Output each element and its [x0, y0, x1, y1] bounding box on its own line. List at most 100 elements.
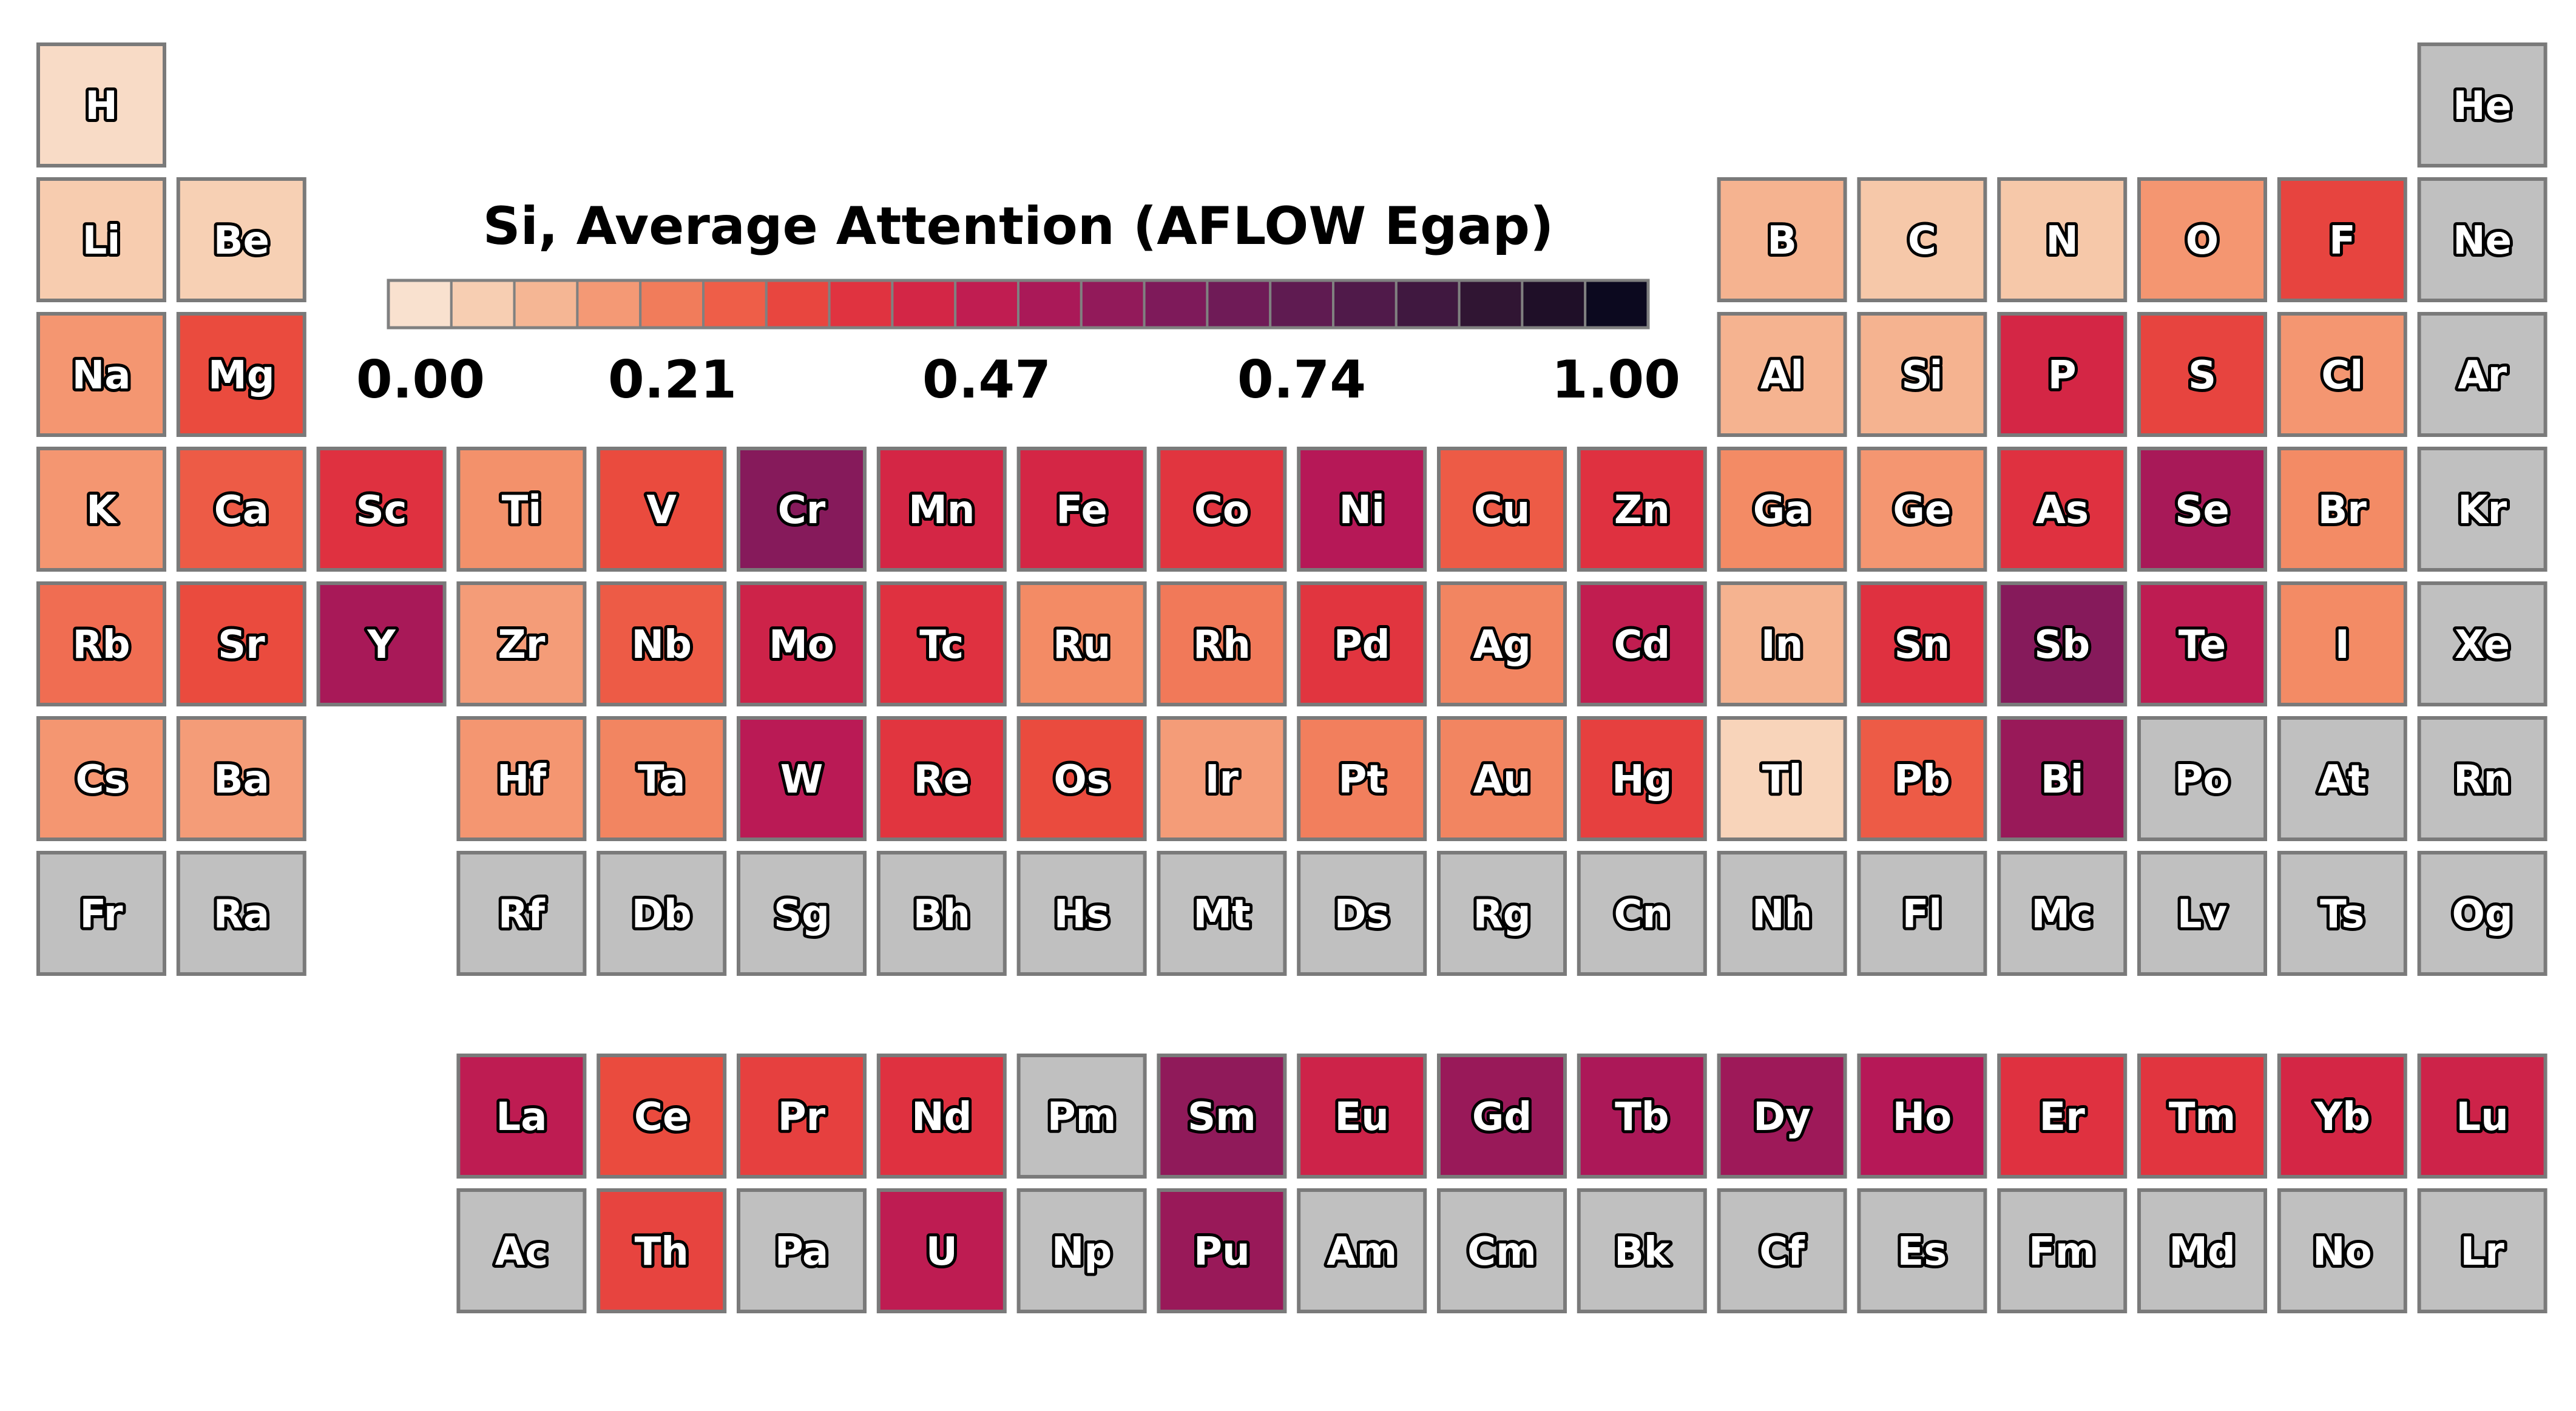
- element-symbol: Ag: [1473, 623, 1530, 668]
- element-cell: [2277, 312, 2407, 437]
- element-cell: [2277, 1188, 2407, 1313]
- element-cell: [36, 851, 166, 976]
- element-cell: [737, 851, 867, 976]
- element-cell: [1157, 1188, 1287, 1313]
- element-cell: [737, 581, 867, 706]
- element-cell: [456, 1054, 587, 1179]
- element-tile-dy: Dy: [1717, 1054, 1847, 1179]
- element-symbol: Te: [2179, 623, 2226, 668]
- element-symbol: Tm: [2169, 1095, 2236, 1140]
- element-symbol: Fe: [1056, 488, 1107, 533]
- element-tile-b: B: [1717, 177, 1847, 302]
- element-cell: [1717, 716, 1847, 841]
- element-cell: [1717, 1054, 1847, 1179]
- element-cell: [1857, 1188, 1987, 1313]
- element-tile-pa: Pa: [737, 1188, 867, 1313]
- element-tile-cl: Cl: [2277, 312, 2407, 437]
- element-symbol: Ar: [2458, 353, 2507, 398]
- element-cell: [456, 851, 587, 976]
- element-tile-hf: Hf: [456, 716, 587, 841]
- element-symbol: Ho: [1893, 1095, 1952, 1140]
- element-tile-pm: Pm: [1016, 1054, 1147, 1179]
- colorbar-tick-label: 0.74: [1237, 350, 1366, 410]
- element-symbol: O: [2186, 218, 2219, 263]
- colorbar-outline: [387, 279, 1650, 330]
- element-symbol: Hf: [497, 757, 547, 802]
- element-cell: [36, 42, 166, 167]
- element-tile-cr: Cr: [737, 447, 867, 572]
- element-cell: [1157, 447, 1287, 572]
- element-cell: [36, 581, 166, 706]
- element-tile-mc: Mc: [1997, 851, 2128, 976]
- element-cell: [2277, 177, 2407, 302]
- element-tile-ir: Ir: [1157, 716, 1287, 841]
- element-tile-yb: Yb: [2277, 1054, 2407, 1179]
- element-cell: [1297, 1188, 1427, 1313]
- element-tile-he: He: [2417, 42, 2547, 167]
- element-symbol: Sr: [218, 623, 265, 668]
- element-cell: [176, 716, 306, 841]
- element-cell: [1297, 581, 1427, 706]
- element-cell: [2137, 312, 2267, 437]
- element-tile-bi: Bi: [1997, 716, 2128, 841]
- element-tile-fe: Fe: [1016, 447, 1147, 572]
- element-symbol: Mn: [908, 488, 975, 533]
- element-symbol: Cs: [75, 757, 127, 802]
- element-cell: [876, 1188, 1007, 1313]
- element-cell: [1297, 1054, 1427, 1179]
- element-symbol: Fm: [2029, 1230, 2095, 1274]
- element-tile-hs: Hs: [1016, 851, 1147, 976]
- element-tile-bk: Bk: [1577, 1188, 1707, 1313]
- element-tile-tb: Tb: [1577, 1054, 1707, 1179]
- element-symbol: Nd: [911, 1095, 972, 1140]
- element-tile-ds: Ds: [1297, 851, 1427, 976]
- element-cell: [2417, 851, 2547, 976]
- element-symbol: Rh: [1193, 623, 1251, 668]
- element-cell: [176, 312, 306, 437]
- element-tile-fr: Fr: [36, 851, 166, 976]
- element-cell: [2137, 447, 2267, 572]
- element-cell: [2277, 447, 2407, 572]
- element-symbol: Eu: [1335, 1095, 1389, 1140]
- element-symbol: La: [496, 1095, 547, 1140]
- element-symbol: Pb: [1894, 757, 1950, 802]
- element-symbol: Sc: [356, 488, 407, 533]
- element-symbol: Cd: [1614, 623, 1670, 668]
- element-symbol: W: [780, 757, 823, 802]
- element-cell: [176, 581, 306, 706]
- element-cell: [2277, 851, 2407, 976]
- element-cell: [1297, 716, 1427, 841]
- element-tile-tl: Tl: [1717, 716, 1847, 841]
- element-cell: [2417, 716, 2547, 841]
- element-cell: [176, 177, 306, 302]
- element-cell: [316, 447, 447, 572]
- element-tile-db: Db: [597, 851, 727, 976]
- element-symbol: Fr: [79, 892, 123, 937]
- element-cell: [737, 1188, 867, 1313]
- element-cell: [1997, 312, 2128, 437]
- element-symbol: Ta: [638, 757, 686, 802]
- element-tile-gd: Gd: [1437, 1054, 1567, 1179]
- element-tile-pt: Pt: [1297, 716, 1427, 841]
- element-cell: [2137, 581, 2267, 706]
- element-symbol: Br: [2318, 488, 2367, 533]
- element-tile-v: V: [597, 447, 727, 572]
- element-symbol: Li: [83, 218, 121, 263]
- element-symbol: Ce: [634, 1095, 689, 1140]
- element-tile-po: Po: [2137, 716, 2267, 841]
- element-symbol: Kr: [2458, 488, 2507, 533]
- element-tile-ac: Ac: [456, 1188, 587, 1313]
- element-cell: [597, 581, 727, 706]
- element-cell: [1157, 851, 1287, 976]
- element-symbol: Lu: [2456, 1095, 2508, 1140]
- element-cell: [1297, 447, 1427, 572]
- element-symbol: Mc: [2031, 892, 2093, 937]
- element-cell: [1857, 177, 1987, 302]
- element-symbol: Au: [1473, 757, 1530, 802]
- element-tile-cd: Cd: [1577, 581, 1707, 706]
- element-cell: [737, 716, 867, 841]
- element-symbol: No: [2313, 1230, 2372, 1274]
- element-tile-te: Te: [2137, 581, 2267, 706]
- element-symbol: Cr: [778, 488, 826, 533]
- element-cell: [1016, 447, 1147, 572]
